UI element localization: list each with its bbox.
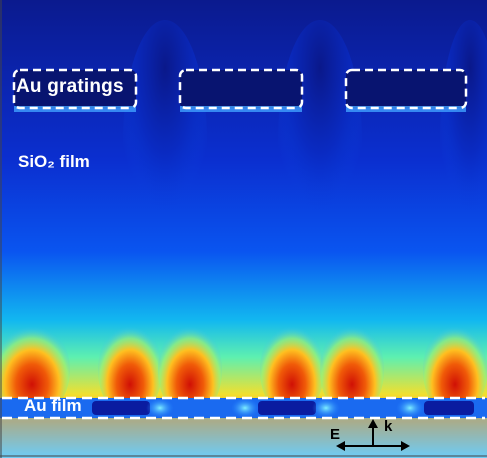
grating-3	[346, 70, 466, 108]
au-film-cell-3	[424, 401, 474, 415]
e-field-label: E	[330, 426, 341, 443]
hotspot-1	[0, 322, 70, 418]
substrate-region	[0, 418, 487, 458]
hotspot-6	[423, 322, 487, 418]
sio2-film-label: SiO₂ film	[18, 152, 90, 171]
dark-lobe-1	[123, 20, 207, 260]
hotspot-3	[158, 322, 222, 418]
e-arrow-head-left	[336, 441, 345, 451]
k-arrow-head	[368, 419, 378, 428]
au-film-cell-2	[258, 401, 316, 415]
e-arrow-head-right	[401, 441, 410, 451]
film-glow-2	[312, 398, 340, 418]
k-vector-label: k	[384, 418, 393, 435]
hotspot-5	[320, 322, 384, 418]
grating-edge-glow-3	[346, 106, 466, 112]
grating-outline-2	[178, 68, 304, 110]
film-glow-4	[396, 398, 424, 418]
grating-1	[14, 70, 136, 108]
polarization-arrows	[336, 419, 410, 451]
film-glow-1	[146, 398, 174, 418]
grating-outline-1	[12, 68, 138, 110]
au-film-cell-1	[92, 401, 150, 415]
grating-outline-3	[344, 68, 468, 110]
hotspot-2	[98, 322, 162, 418]
au-film-label: Au film	[24, 396, 82, 415]
grating-2	[180, 70, 302, 108]
au-gratings-label: Au gratings	[16, 76, 124, 97]
hotspot-4	[260, 322, 324, 418]
dark-lobe-2	[278, 20, 362, 260]
film-glow-3	[231, 398, 259, 418]
